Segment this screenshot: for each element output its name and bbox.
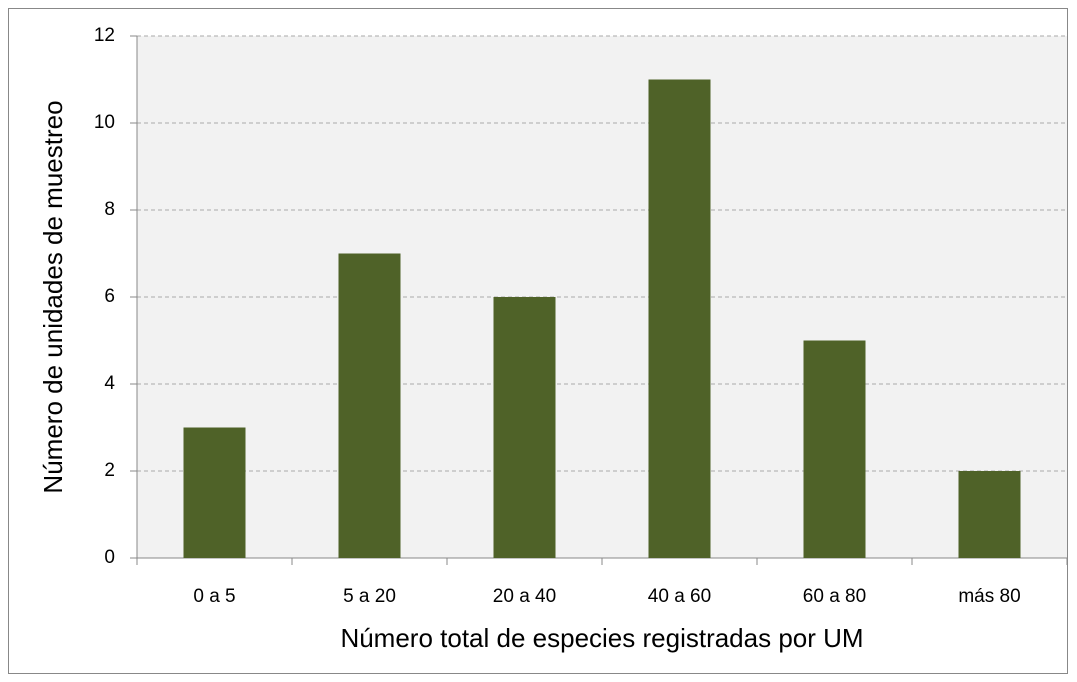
bar [338,253,401,558]
bar [958,471,1021,558]
y-tick-label: 12 [94,25,115,46]
bar [493,297,556,558]
y-tick-label: 10 [94,112,115,133]
y-tick-label: 6 [104,286,115,307]
x-tick-label: 20 a 40 [493,586,556,607]
x-tick-label: 5 a 20 [343,586,396,607]
x-tick-label: 60 a 80 [803,586,866,607]
x-tick-label: 0 a 5 [193,586,235,607]
y-axis-title: Número de unidades de muestreo [38,100,68,493]
bar [183,427,246,558]
x-tick-label: 40 a 60 [648,586,711,607]
y-tick-label: 8 [104,199,115,220]
y-tick-label: 4 [104,373,115,394]
x-tick-label: más 80 [958,586,1020,607]
bar [803,340,866,558]
y-tick-label: 2 [104,460,115,481]
bar [648,79,711,558]
x-axis-title: Número total de especies registradas por… [340,623,863,653]
y-tick-label: 0 [104,547,115,568]
